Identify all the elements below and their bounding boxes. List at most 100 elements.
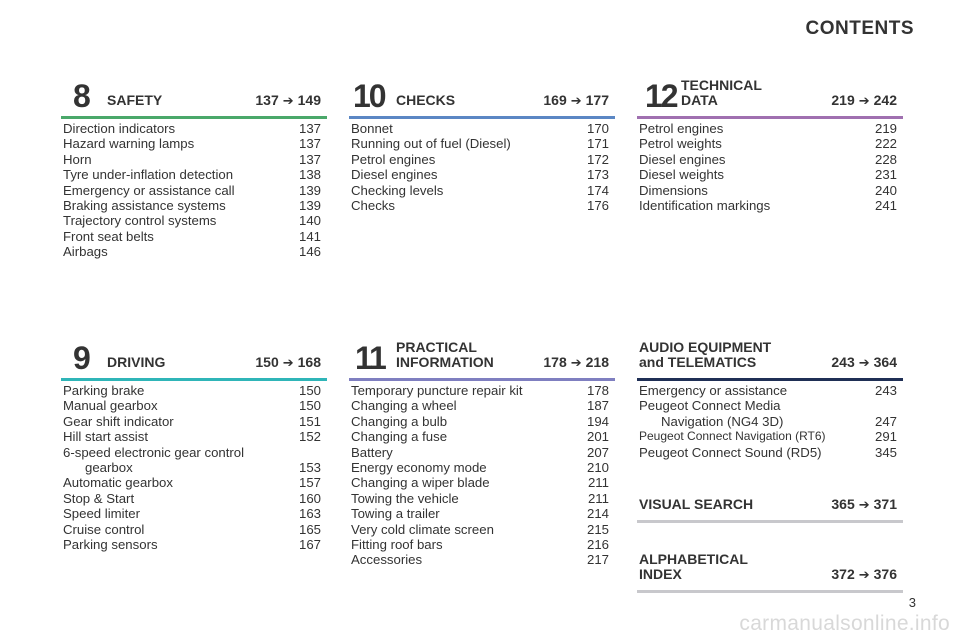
toc-entry[interactable]: Changing a wiper blade 211 (349, 475, 615, 490)
range-from: 137 (255, 92, 279, 108)
toc-entry[interactable]: Peugeot Connect Navigation (RT6) 291 (637, 429, 903, 444)
toc-entry[interactable]: Very cold climate screen 215 (349, 522, 615, 537)
toc-list: Petrol engines 219 Petrol weights 222 Diesel… (637, 121, 903, 213)
toc-entry[interactable]: Front seat belts 141 (61, 229, 327, 244)
toc-entry[interactable]: Speed limiter 163 (61, 506, 327, 521)
entry-title: Hill start assist (63, 429, 148, 445)
entry-title: 6-speed electronic gear control (63, 444, 245, 460)
toc-entry[interactable]: Navigation (NG4 3D) 247 (637, 414, 903, 429)
toc-entry[interactable]: Changing a bulb 194 (349, 414, 615, 429)
toc-entry[interactable]: Temporary puncture repair kit 178 (349, 383, 615, 398)
range-from: 219 (831, 92, 855, 108)
toc-entry[interactable]: Gear shift indicator 151 (61, 414, 327, 429)
arrow-right-icon: ➔ (858, 93, 870, 108)
entry-title: Changing a wiper blade (351, 475, 490, 491)
entry-title: Changing a wheel (351, 398, 457, 414)
toc-entry[interactable]: Diesel engines 228 (637, 152, 903, 167)
entry-title: Very cold climate screen (351, 521, 494, 537)
entry-page: 173 (586, 167, 609, 183)
section-title: ALPHABETICAL INDEX (639, 552, 748, 582)
toc-entry[interactable]: Emergency or assistance call 139 (61, 183, 327, 198)
toc-entry[interactable]: Accessories 217 (349, 552, 615, 567)
toc-entry[interactable]: Emergency or assistance 243 (637, 383, 903, 398)
entry-title: Accessories (351, 552, 423, 568)
section-audio-telematics: AUDIO EQUIPMENT and TELEMATICS 243 ➔ 364 E… (637, 340, 903, 460)
range-to: 371 (873, 496, 897, 512)
toc-list: Direction indicators 137 Hazard warning la… (61, 121, 327, 260)
page-range[interactable]: 169 ➔ 177 (543, 93, 609, 109)
toc-entry[interactable]: Checks 176 (349, 198, 615, 213)
page-range[interactable]: 150 ➔ 168 (255, 355, 321, 371)
entry-title: Running out of fuel (Diesel) (351, 136, 511, 152)
page-range[interactable]: 372 ➔ 376 (831, 566, 897, 583)
toc-entry[interactable]: Peugeot Connect Sound (RD5) 345 (637, 445, 903, 460)
toc-entry[interactable]: Fitting roof bars 216 (349, 537, 615, 552)
entry-title: Petrol engines (639, 121, 724, 136)
toc-entry[interactable]: Towing a trailer 214 (349, 506, 615, 521)
page-range[interactable]: 137 ➔ 149 (255, 92, 321, 109)
toc-entry[interactable]: Manual gearbox 150 (61, 398, 327, 413)
range-to: 364 (873, 354, 897, 370)
toc-entry[interactable]: Bonnet 170 (349, 121, 615, 136)
toc-entry[interactable]: Diesel weights 231 (637, 167, 903, 182)
toc-entry[interactable]: Energy economy mode 210 (349, 460, 615, 475)
section-title: SAFETY (107, 92, 163, 108)
toc-entry[interactable]: Towing the vehicle 211 (349, 491, 615, 506)
toc-entry[interactable]: Parking brake 150 (61, 383, 327, 398)
entry-title: Towing the vehicle (351, 490, 459, 506)
toc-entry[interactable]: Dimensions 240 (637, 183, 903, 198)
page-range[interactable]: 243 ➔ 364 (831, 354, 897, 371)
section-title-line2: INDEX (639, 566, 682, 582)
section-title: TECHNICAL DATA (681, 78, 762, 108)
toc-entry[interactable]: Automatic gearbox 157 (61, 475, 327, 490)
toc-entry[interactable]: Cruise control 165 (61, 522, 327, 537)
page-range[interactable]: 219 ➔ 242 (831, 92, 897, 109)
section-header: ALPHABETICAL INDEX 372 ➔ 376 (637, 552, 903, 590)
entry-page: 165 (298, 521, 321, 537)
toc-list: Temporary puncture repair kit 178 Changing… (349, 383, 615, 568)
toc-entry[interactable]: Changing a fuse 201 (349, 429, 615, 444)
entry-page: 151 (298, 413, 321, 429)
range-from: 372 (831, 566, 855, 582)
section-rule (349, 116, 615, 119)
entry-title: Parking sensors (63, 537, 158, 553)
entry-title: Checks (351, 198, 395, 214)
section-title: DRIVING (107, 354, 166, 370)
entry-title: Trajectory control systems (63, 213, 217, 229)
toc-list: Emergency or assistance 243 Peugeot Connec… (637, 383, 903, 460)
toc-entry[interactable]: Hill start assist 152 (61, 429, 327, 444)
toc-entry[interactable]: Battery 207 (349, 445, 615, 460)
toc-entry[interactable]: gearbox 153 (61, 460, 327, 475)
page-range[interactable]: 365 ➔ 371 (831, 496, 897, 513)
toc-entry[interactable]: Petrol engines 172 (349, 152, 615, 167)
entry-title: Stop & Start (63, 490, 135, 506)
toc-entry[interactable]: Airbags 146 (61, 244, 327, 259)
toc-entry[interactable]: Horn 137 (61, 152, 327, 167)
entry-title: Hazard warning lamps (63, 136, 195, 152)
toc-entry[interactable]: Peugeot Connect Media (637, 398, 903, 413)
toc-entry[interactable]: Identification markings 241 (637, 198, 903, 213)
toc-list: Bonnet 170 Running out of fuel (Diesel) 171… (349, 121, 615, 213)
entry-title: Automatic gearbox (63, 475, 173, 491)
toc-entry[interactable]: Changing a wheel 187 (349, 398, 615, 413)
entry-page: 176 (586, 198, 609, 214)
section-number: 11 (355, 340, 387, 376)
toc-entry[interactable]: Petrol engines 219 (637, 121, 903, 136)
page-range[interactable]: 178 ➔ 218 (543, 355, 609, 371)
toc-entry[interactable]: Braking assistance systems 139 (61, 198, 327, 213)
toc-entry[interactable]: Tyre under-inflation detection 138 (61, 167, 327, 182)
entry-page: 150 (298, 398, 321, 414)
toc-entry[interactable]: Petrol weights 222 (637, 136, 903, 151)
toc-entry[interactable]: Direction indicators 137 (61, 121, 327, 136)
toc-entry[interactable]: Parking sensors 167 (61, 537, 327, 552)
toc-entry[interactable]: Diesel engines 173 (349, 167, 615, 182)
toc-entry[interactable]: Trajectory control systems 140 (61, 213, 327, 228)
toc-entry[interactable]: Running out of fuel (Diesel) 171 (349, 136, 615, 151)
toc-entry[interactable]: 6-speed electronic gear control (61, 445, 327, 460)
entry-title: Airbags (63, 244, 108, 260)
toc-entry[interactable]: Stop & Start 160 (61, 491, 327, 506)
entry-title: Identification markings (639, 198, 771, 214)
section-title: PRACTICAL INFORMATION (396, 340, 494, 370)
toc-entry[interactable]: Hazard warning lamps 137 (61, 136, 327, 151)
toc-entry[interactable]: Checking levels 174 (349, 183, 615, 198)
